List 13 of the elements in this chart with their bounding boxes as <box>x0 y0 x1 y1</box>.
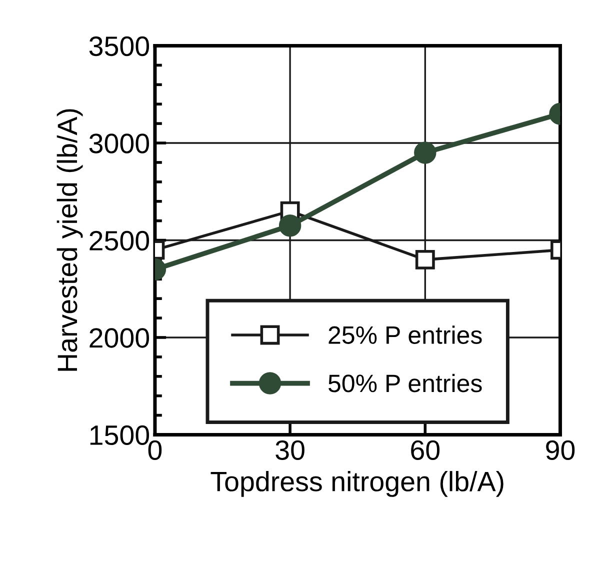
x-tick-label: 30 <box>276 440 304 460</box>
x-tick-label: 60 <box>411 440 440 460</box>
y-tick-label: 3500 <box>89 36 150 56</box>
y-tick-label: 1500 <box>90 425 150 446</box>
y-tick-label: 2000 <box>90 328 150 348</box>
y-tick-label: 2500 <box>90 230 150 251</box>
legend-label: 25% P entries <box>328 326 482 344</box>
y-tick-label: 3000 <box>89 134 150 154</box>
x-axis-title: Topdress nitrogen (lb/A) <box>210 471 504 497</box>
x-tick-label: 0 <box>148 440 162 460</box>
x-tick-label: 90 <box>546 440 575 460</box>
legend-label: 50% P entries <box>328 374 482 392</box>
y-axis-title: Harvested yield (lb/A) <box>56 109 83 371</box>
